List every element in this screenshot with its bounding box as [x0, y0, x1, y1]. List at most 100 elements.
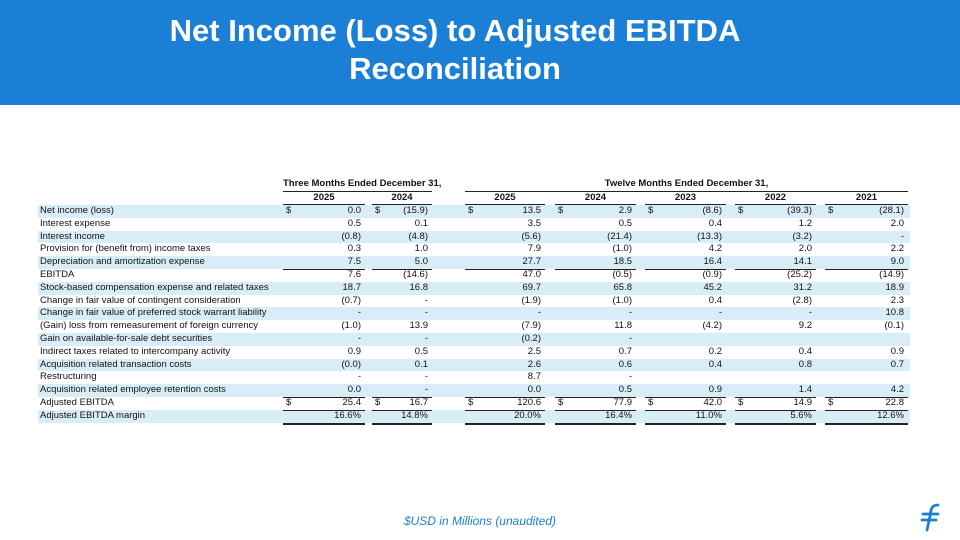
year-header: 2024 — [584, 192, 607, 203]
cell: 0.9 — [890, 345, 904, 357]
cell: 0.4 — [708, 358, 722, 370]
total-rule — [645, 397, 726, 398]
cell: - — [628, 371, 632, 383]
row-label: Provision for (benefit from) income taxe… — [40, 243, 211, 255]
total-rule — [555, 269, 636, 270]
cell: 42.0 — [703, 397, 723, 408]
cell: - — [424, 371, 428, 383]
total-rule — [465, 397, 545, 398]
row-shade — [38, 384, 910, 397]
cell: 18.9 — [885, 281, 905, 293]
cell: (3.2) — [792, 230, 812, 242]
currency: $ — [375, 205, 381, 216]
cell: 45.2 — [703, 281, 723, 293]
row-label: Adjusted EBITDA margin — [40, 409, 146, 421]
cell: 11.8 — [614, 320, 632, 332]
row-label: Adjusted EBITDA — [40, 397, 114, 408]
total-rule — [283, 397, 365, 398]
cell: (0.5) — [612, 269, 632, 280]
year-rule — [372, 204, 432, 205]
bottom-rule — [283, 422, 365, 425]
group-header: Twelve Months Ended December 31, — [604, 178, 769, 189]
cell: 14.8% — [401, 409, 428, 421]
row-shade — [38, 230, 910, 244]
currency: $ — [286, 397, 292, 408]
cell: (7.9) — [521, 320, 541, 332]
cell: 0.9 — [347, 345, 361, 357]
cell: (14.6) — [403, 269, 428, 280]
total-rule — [735, 397, 816, 398]
currency: $ — [738, 205, 744, 216]
row-label: Interest income — [40, 230, 105, 242]
cell: 4.2 — [890, 384, 904, 396]
total-rule — [372, 269, 432, 270]
row-label: Acquisition related employee retention c… — [40, 384, 226, 396]
row-label: Restructuring — [40, 371, 97, 383]
cell: 0.0 — [347, 384, 361, 396]
cell: - — [900, 230, 904, 242]
cell: 2.9 — [618, 205, 632, 216]
cell: 120.6 — [517, 397, 541, 408]
cell: 5.0 — [414, 256, 428, 268]
total-rule — [372, 397, 432, 398]
cell: 16.8 — [409, 281, 429, 293]
cell: 13.9 — [409, 320, 429, 332]
cell: (1.9) — [521, 294, 541, 306]
year-header: 2024 — [391, 192, 413, 203]
cell: (0.2) — [521, 333, 541, 344]
row-shade — [38, 281, 910, 295]
group-rule — [465, 191, 908, 192]
total-rule — [735, 269, 816, 270]
row-label: Depreciation and amortization expense — [40, 256, 205, 268]
currency: $ — [558, 205, 564, 216]
cell: 10.8 — [885, 307, 905, 319]
currency: $ — [558, 397, 564, 408]
total-rule — [555, 397, 636, 398]
cell: 0.3 — [347, 243, 361, 255]
cell: 1.0 — [414, 243, 428, 255]
row-label: Indirect taxes related to intercompany a… — [40, 345, 231, 357]
cell: 0.0 — [527, 384, 541, 396]
footer-note: $USD in Millions (unaudited) — [403, 514, 557, 528]
row-shade — [38, 358, 910, 372]
row-label: Change in fair value of preferred stock … — [40, 307, 267, 319]
cell: 0.1 — [414, 217, 428, 229]
cell: 77.9 — [613, 397, 633, 408]
cell: 16.4% — [605, 409, 632, 421]
currency: $ — [828, 205, 834, 216]
cell: (39.3) — [787, 205, 812, 216]
cell: - — [718, 307, 722, 319]
cell: 0.6 — [618, 358, 632, 370]
cell: 14.1 — [793, 256, 813, 268]
cell: 20.0% — [514, 409, 541, 421]
cell: - — [424, 294, 428, 306]
cell: 4.2 — [708, 243, 722, 255]
cell: (14.9) — [879, 269, 904, 280]
bottom-rule — [735, 422, 816, 425]
currency: $ — [648, 205, 654, 216]
cell: 0.1 — [414, 358, 428, 370]
cell: (8.6) — [702, 205, 722, 216]
year-rule — [283, 204, 365, 205]
total-rule — [465, 269, 545, 270]
cell: 7.6 — [347, 269, 361, 280]
total-rule — [825, 409, 908, 411]
cell: - — [537, 307, 541, 319]
cell: (2.8) — [792, 294, 812, 306]
currency: $ — [286, 205, 292, 216]
bottom-rule — [645, 422, 726, 425]
row-shade — [38, 256, 910, 269]
cell: - — [424, 307, 428, 319]
cell: 0.9 — [708, 384, 722, 396]
cell: 16.4 — [703, 256, 723, 268]
cell: (4.8) — [408, 230, 428, 242]
cell: 31.2 — [793, 281, 813, 293]
row-label: Interest expense — [40, 217, 111, 229]
currency: $ — [738, 397, 744, 408]
bottom-rule — [555, 422, 636, 425]
year-header: 2023 — [674, 192, 697, 203]
currency: $ — [375, 397, 381, 408]
total-rule — [555, 409, 636, 411]
row-label: Stock-based compensation expense and rel… — [40, 281, 269, 293]
row-shade — [38, 333, 910, 346]
